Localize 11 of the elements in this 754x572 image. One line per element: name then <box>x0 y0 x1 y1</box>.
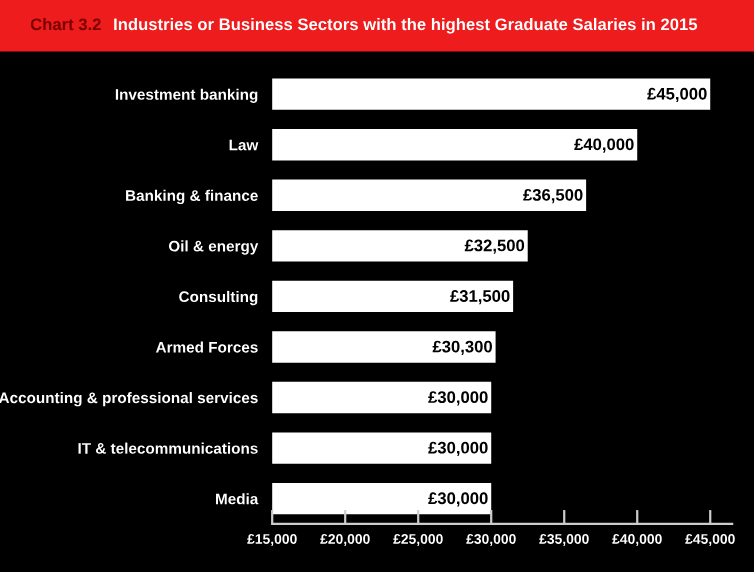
data-label: £31,500 <box>450 290 510 305</box>
data-label: £30,300 <box>432 340 492 355</box>
data-label: £30,000 <box>428 391 488 406</box>
data-label: £40,000 <box>574 138 634 153</box>
data-label: £45,000 <box>647 87 707 103</box>
data-label: £32,500 <box>464 239 525 254</box>
data-label: £36,500 <box>523 188 583 204</box>
caption: Chart 3.2 <box>30 17 101 31</box>
data-label: £30,000 <box>428 492 488 507</box>
chart-title: Industries or Business Sectors with the highest Graduate Salaries in 2015 <box>114 17 698 34</box>
data-label: £30,000 <box>428 441 488 457</box>
